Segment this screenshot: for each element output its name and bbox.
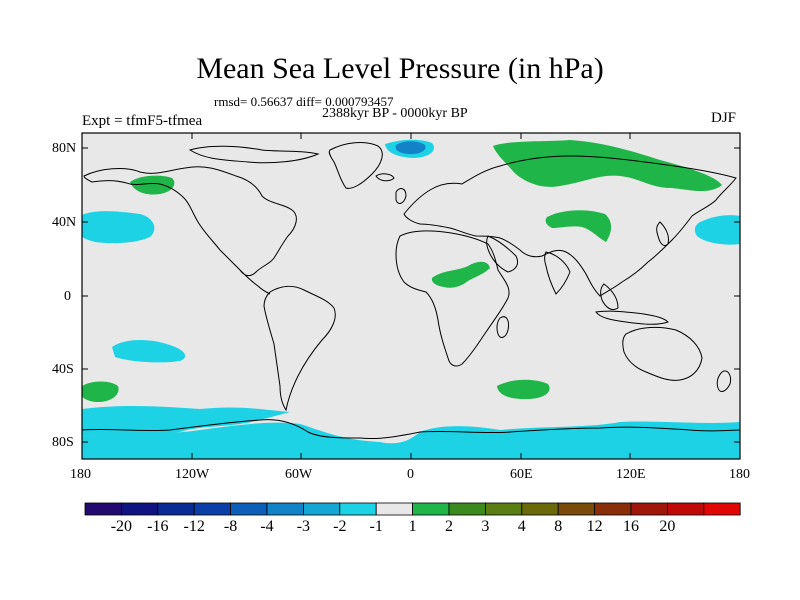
- colorbar-label: 16: [623, 518, 639, 535]
- map-title: Mean Sea Level Pressure (in hPa): [196, 52, 604, 85]
- lat-tick-label: 80S: [52, 435, 74, 450]
- lat-tick-label: 0: [64, 289, 71, 304]
- lat-tick-label: 40N: [52, 215, 77, 230]
- central-america-coastline: [239, 269, 271, 295]
- indonesia-coastline: [595, 310, 669, 325]
- siberia-positive-region: [493, 140, 722, 192]
- colorbar-box: [412, 502, 450, 516]
- colorbar-label: -3: [296, 518, 311, 535]
- colorbar-label: -2: [333, 518, 347, 535]
- central-asia-positive-region: [545, 210, 612, 242]
- lat-tick-marks: [82, 147, 740, 443]
- india-coastline: [544, 251, 571, 295]
- lon-tick-label: 60E: [510, 467, 533, 482]
- lon-tick-label: 180: [70, 467, 91, 482]
- colorbar-label: 8: [554, 518, 563, 535]
- colorbar-box: [230, 502, 268, 516]
- map-background: [82, 133, 740, 459]
- colorbar-box: [302, 502, 341, 516]
- colorbar: [84, 502, 741, 516]
- colorbar-label: 3: [481, 518, 490, 535]
- colorbar-box: [667, 502, 705, 516]
- colorbar-box: [630, 502, 668, 516]
- anomaly-fill-layer: [82, 139, 740, 459]
- africa-coastline: [395, 230, 510, 367]
- colorbar-box: [448, 502, 486, 516]
- colorbar-box: [521, 502, 559, 516]
- stats-text: rmsd= 0.56637 diff= 0.000793457: [214, 94, 394, 109]
- madagascar-coastline: [496, 316, 509, 338]
- africa-positive-region: [431, 261, 490, 288]
- colorbar-label: -16: [147, 518, 169, 535]
- antarctica-coastline: [82, 419, 740, 439]
- lon-tick-marks: [81, 133, 741, 459]
- australia-coastline: [622, 326, 703, 381]
- south-indian-ocean-positive-region: [497, 379, 550, 400]
- colorbar-box: [266, 502, 304, 516]
- north-america-coastline: [83, 166, 297, 277]
- southern-ocean-negative-region: [82, 405, 290, 436]
- period-text: 2388kyr BP - 0000kyr BP: [322, 106, 468, 121]
- south-pacific-negative-region: [112, 339, 186, 363]
- colorbar-box: [339, 502, 377, 516]
- iceland-coastline: [375, 173, 395, 182]
- southeast-asia-coastline: [600, 283, 619, 311]
- colorbar-label: -4: [260, 518, 274, 535]
- north-pacific-negative-region: [82, 211, 155, 244]
- colorbar-box: [557, 502, 596, 516]
- lon-tick-label: 60W: [285, 467, 313, 482]
- colorbar-box: [594, 502, 632, 516]
- colorbar-label: -8: [223, 518, 238, 535]
- coastlines: [82, 142, 740, 439]
- season-label: DJF: [711, 110, 737, 126]
- colorbar-box: [703, 502, 741, 516]
- colorbar-label: 20: [659, 518, 676, 535]
- colorbar-box: [193, 502, 231, 516]
- colorbar-box: [84, 502, 122, 516]
- arabia-coastline: [486, 235, 519, 273]
- colorbar-label: -1: [369, 518, 383, 535]
- lon-tick-label: 180: [729, 467, 750, 482]
- new-zealand-coastline: [716, 370, 731, 392]
- colorbar-label: 12: [586, 518, 603, 535]
- colorbar-label: -20: [110, 518, 133, 535]
- north-pacific-negative-region: [694, 215, 740, 245]
- colorbar-label: 1: [408, 518, 417, 535]
- arctic-islands-coastline: [188, 145, 320, 164]
- south-pacific-positive-region: [82, 381, 119, 402]
- lon-tick-label: 120E: [616, 467, 646, 482]
- southern-ocean-negative-region: [82, 421, 740, 459]
- experiment-label: Expt = tfmF5-tfmea: [82, 113, 203, 129]
- lat-tick-label: 40S: [52, 362, 74, 377]
- colorbar-label: -12: [183, 518, 205, 535]
- uk-coastline: [395, 188, 407, 204]
- lon-tick-label: 120W: [175, 467, 210, 482]
- greenland-strong-negative-region: [395, 141, 426, 155]
- colorbar-box: [484, 502, 523, 516]
- colorbar-box: [157, 502, 195, 516]
- colorbar-label: 2: [445, 518, 453, 535]
- japan-coastline: [656, 221, 669, 247]
- south-america-coastline: [263, 285, 336, 412]
- colorbar-label: 4: [517, 518, 526, 535]
- alaska-positive-region: [130, 175, 175, 195]
- colorbar-box: [121, 502, 159, 516]
- greenland-coastline: [328, 142, 383, 189]
- lon-tick-label: 0: [407, 467, 414, 482]
- positive-anomaly-regions: [82, 140, 722, 402]
- lat-tick-label: 80N: [52, 141, 77, 156]
- colorbar-box: [375, 502, 414, 516]
